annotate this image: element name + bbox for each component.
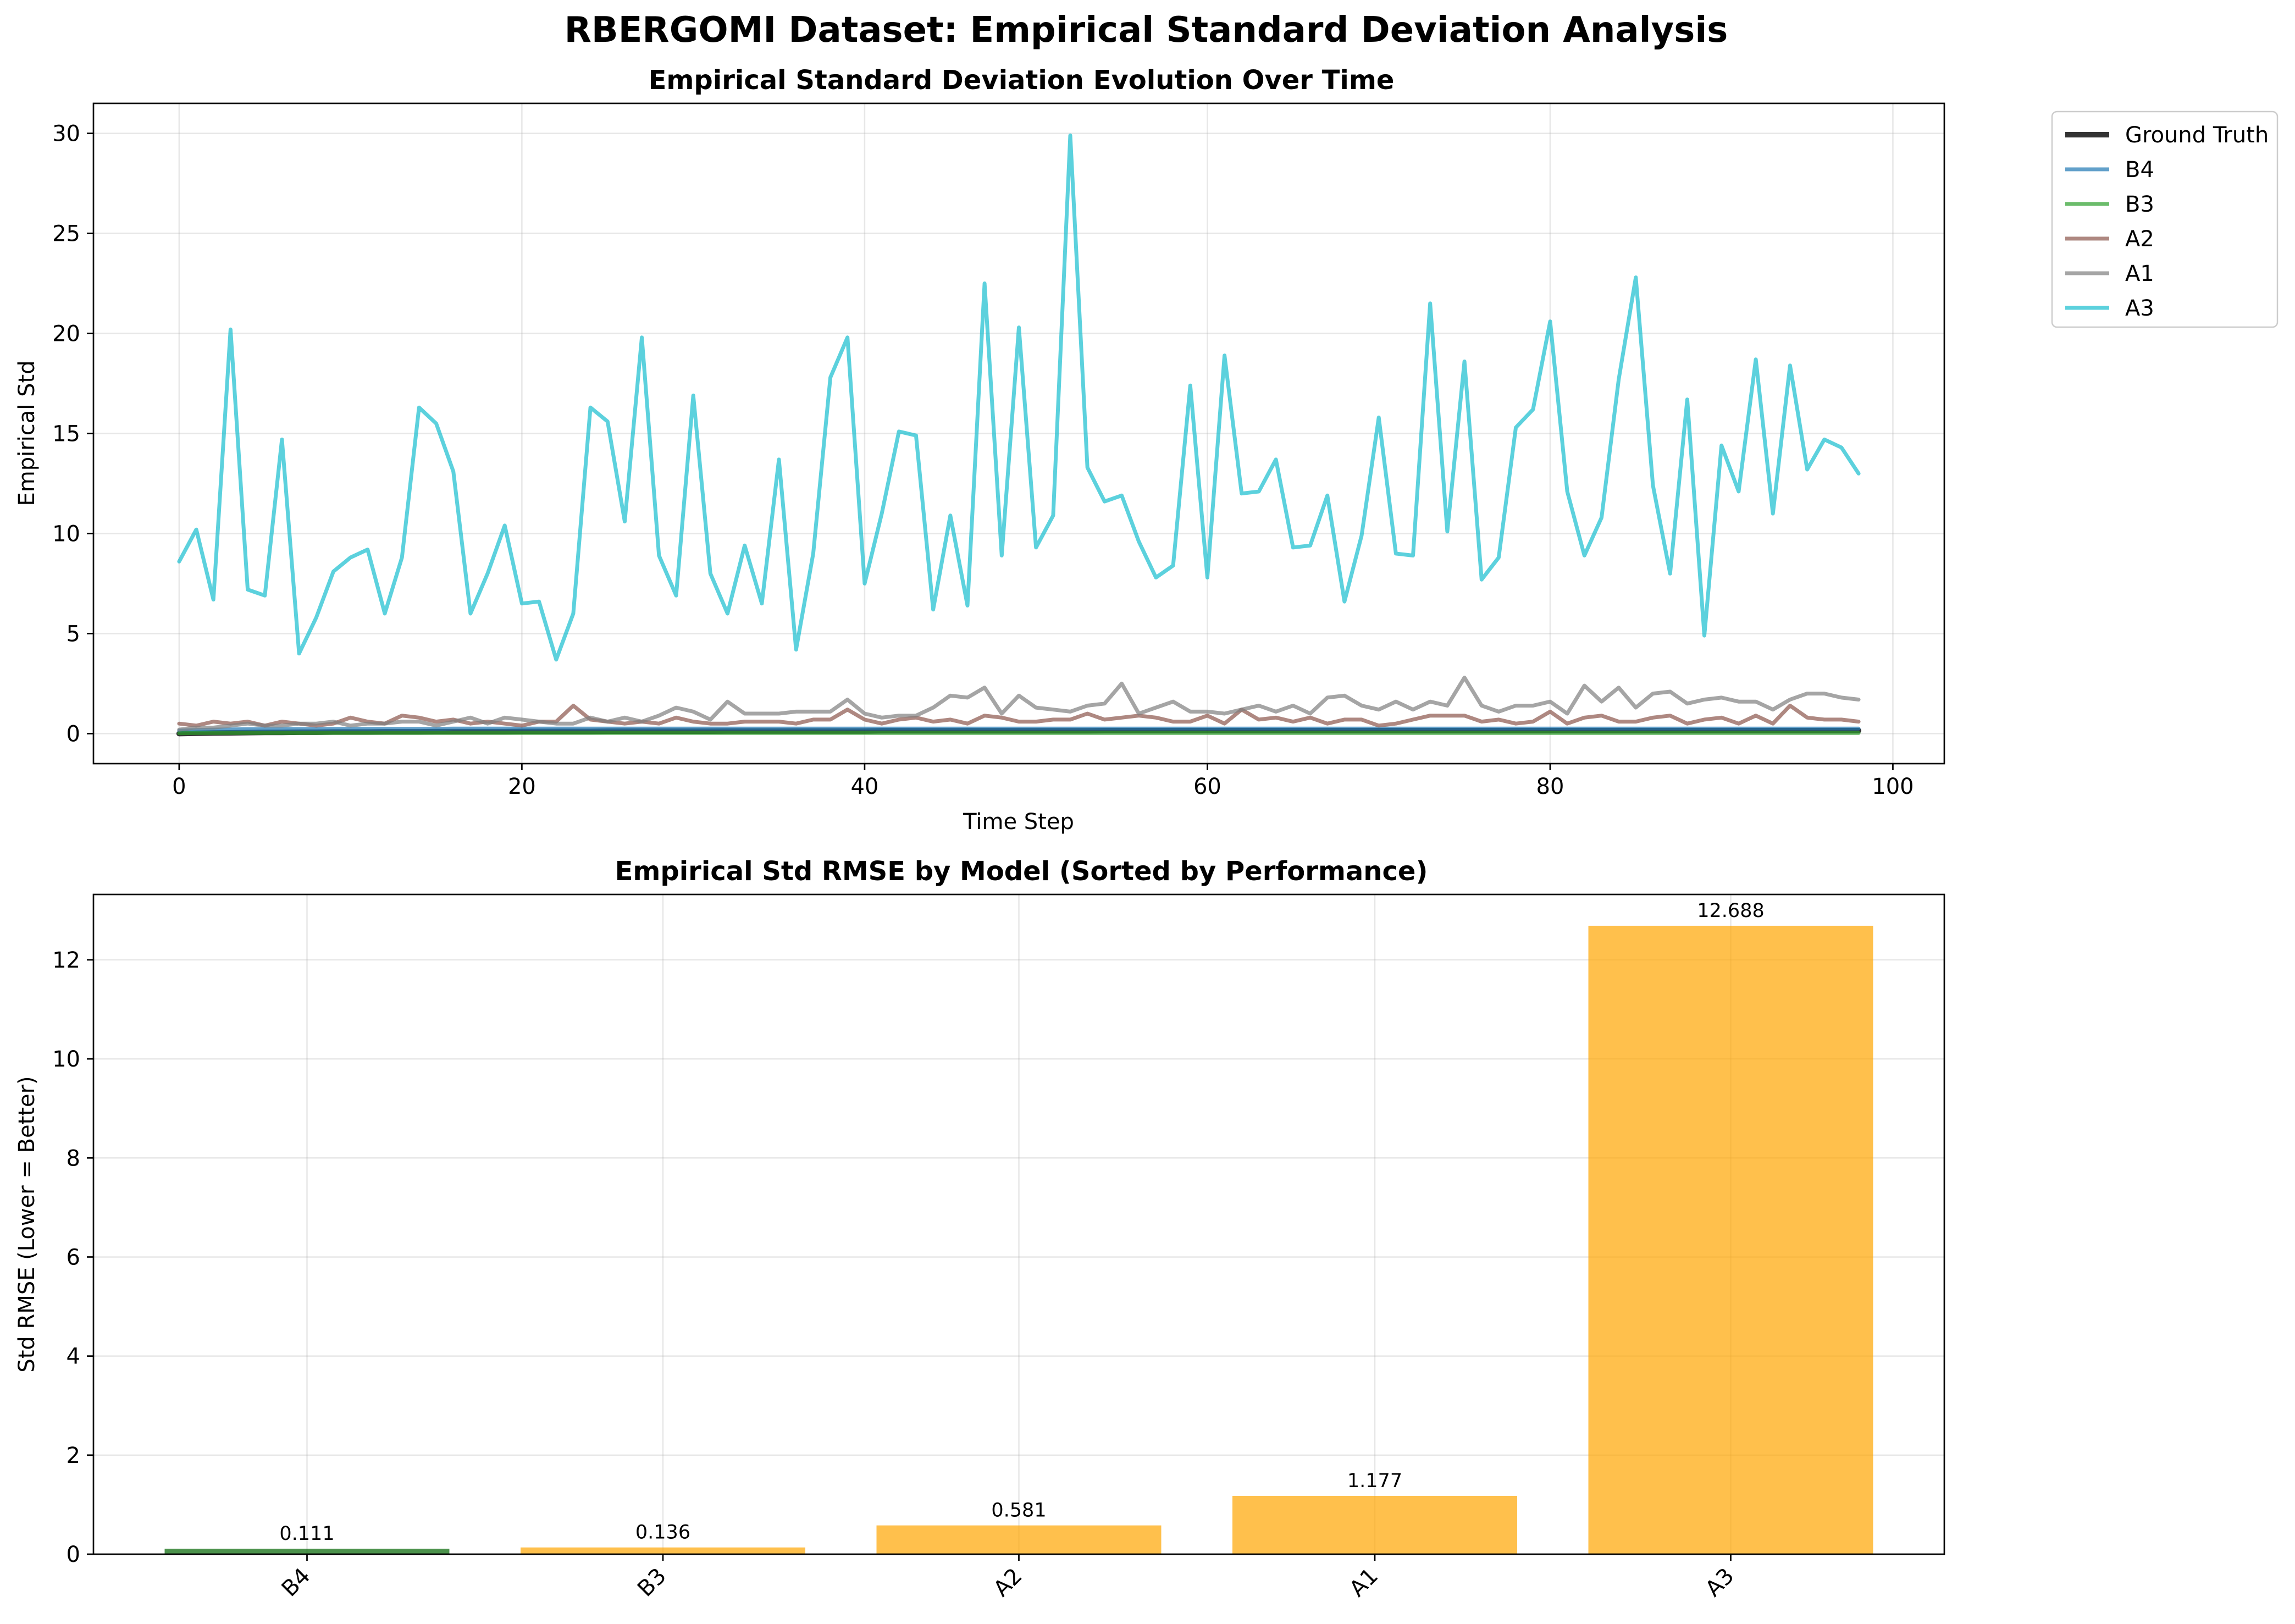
y-tick-label: 30 (52, 121, 80, 147)
line-chart-ylabel: Empirical Std (14, 360, 40, 506)
legend-label: Ground Truth (2125, 123, 2269, 148)
bar-value-label: 1.177 (1347, 1470, 1402, 1492)
x-tick-label: B3 (633, 1564, 671, 1602)
x-tick-label: A3 (1701, 1564, 1739, 1602)
x-tick-label: 40 (850, 774, 878, 799)
line-chart-legend: Ground Truth B4 B3 A2 A1 A3 (2051, 111, 2279, 328)
bar-chart-title: Empirical Std RMSE by Model (Sorted by P… (615, 856, 1428, 887)
line-chart-xlabel: Time Step (963, 809, 1074, 835)
bar-b4 (164, 1549, 450, 1554)
legend-label: A3 (2125, 296, 2154, 321)
y-tick-label: 6 (67, 1245, 80, 1270)
line-chart-series (176, 133, 1862, 737)
x-tick-label: 60 (1193, 774, 1221, 799)
line-chart-axes: 0 20 40 60 80 100 0 5 10 15 20 25 30 (52, 121, 1914, 799)
x-tick-label: A1 (1345, 1564, 1383, 1602)
bar-value-label: 0.136 (635, 1522, 690, 1544)
bar-chart-frame (92, 893, 1945, 1555)
series-line-a3 (177, 133, 1861, 662)
x-tick-label: 80 (1536, 774, 1564, 799)
y-tick-label: 12 (52, 948, 80, 973)
line-chart-panel: Empirical Standard Deviation Evolution O… (14, 65, 2279, 835)
figure-title: RBERGOMI Dataset: Empirical Standard Dev… (565, 10, 1728, 51)
x-tick-label: 0 (172, 774, 186, 799)
line-chart-grid (93, 103, 1944, 764)
legend-label: B4 (2125, 157, 2154, 183)
y-tick-label: 2 (67, 1443, 80, 1468)
bar-chart-ylabel: Std RMSE (Lower = Better) (14, 1076, 40, 1372)
legend-label: A1 (2125, 261, 2154, 286)
y-tick-label: 25 (52, 222, 80, 247)
bar-a3 (1588, 925, 1873, 1554)
x-tick-label: B4 (277, 1564, 316, 1602)
bar-chart-panel: Empirical Std RMSE by Model (Sorted by P… (14, 856, 1945, 1602)
y-tick-label: 20 (52, 322, 80, 347)
line-chart-frame (92, 102, 1945, 765)
bar-a2 (876, 1525, 1162, 1554)
bar-a1 (1232, 1495, 1517, 1554)
series-line-b4 (177, 726, 1861, 733)
y-tick-label: 10 (52, 521, 80, 546)
y-tick-label: 4 (67, 1344, 80, 1369)
x-tick-label: 100 (1872, 774, 1914, 799)
y-tick-label: 5 (67, 621, 80, 647)
y-tick-label: 8 (67, 1146, 80, 1171)
series-line-a1 (177, 676, 1861, 732)
x-tick-label: 20 (508, 774, 536, 799)
y-tick-label: 15 (52, 422, 80, 447)
bar-value-label: 0.581 (991, 1500, 1046, 1522)
y-tick-label: 0 (67, 1542, 80, 1567)
bar-value-label: 0.111 (279, 1523, 334, 1545)
line-chart-title: Empirical Standard Deviation Evolution O… (649, 65, 1395, 96)
x-tick-label: A2 (989, 1564, 1027, 1602)
bar-b3 (521, 1547, 805, 1554)
bar-chart-bars: 0.111 0.136 0.581 1.177 12.688 (164, 900, 1873, 1554)
legend-label: B3 (2125, 192, 2154, 217)
y-tick-label: 0 (67, 721, 80, 747)
bar-value-label: 12.688 (1697, 900, 1764, 922)
y-tick-label: 10 (52, 1047, 80, 1072)
legend-label: A2 (2125, 227, 2154, 252)
